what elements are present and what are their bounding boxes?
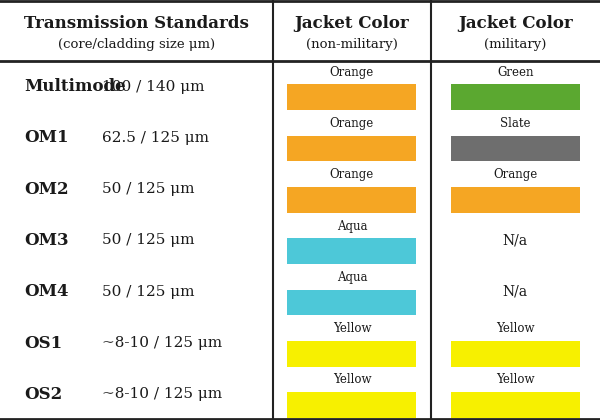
Text: Green: Green (497, 66, 533, 79)
Text: (non-military): (non-military) (306, 38, 398, 50)
Text: 50 / 125 μm: 50 / 125 μm (102, 182, 194, 196)
Text: OM4: OM4 (24, 283, 68, 300)
Text: OM1: OM1 (24, 129, 68, 146)
Text: OS1: OS1 (24, 335, 62, 352)
Text: Jacket Color: Jacket Color (295, 15, 409, 32)
Text: Aqua: Aqua (337, 271, 367, 284)
Bar (287, 84, 416, 110)
Text: N/a: N/a (503, 234, 528, 247)
Bar (451, 341, 580, 367)
Text: 100 / 140 μm: 100 / 140 μm (102, 79, 205, 94)
Text: Yellow: Yellow (332, 373, 371, 386)
Bar (287, 187, 416, 213)
Text: Yellow: Yellow (496, 373, 535, 386)
Bar (287, 136, 416, 161)
Text: Aqua: Aqua (337, 220, 367, 233)
Text: Orange: Orange (330, 117, 374, 130)
Text: Slate: Slate (500, 117, 530, 130)
Text: OM2: OM2 (24, 181, 68, 198)
Text: Transmission Standards: Transmission Standards (24, 15, 249, 32)
Text: Multimode: Multimode (24, 78, 125, 95)
Bar (287, 290, 416, 315)
Text: Orange: Orange (330, 66, 374, 79)
Text: Orange: Orange (493, 168, 538, 181)
Text: Jacket Color: Jacket Color (458, 15, 573, 32)
Text: OM3: OM3 (24, 232, 68, 249)
Text: ~8-10 / 125 μm: ~8-10 / 125 μm (102, 336, 222, 350)
Bar (451, 136, 580, 161)
Text: 62.5 / 125 μm: 62.5 / 125 μm (102, 131, 209, 145)
Text: OS2: OS2 (24, 386, 62, 403)
Bar (287, 341, 416, 367)
Text: (military): (military) (484, 38, 547, 50)
Bar (287, 239, 416, 264)
Text: 50 / 125 μm: 50 / 125 μm (102, 285, 194, 299)
Text: N/a: N/a (503, 285, 528, 299)
Text: Yellow: Yellow (332, 322, 371, 335)
Text: Yellow: Yellow (496, 322, 535, 335)
Text: 50 / 125 μm: 50 / 125 μm (102, 234, 194, 247)
Text: Orange: Orange (330, 168, 374, 181)
Text: ~8-10 / 125 μm: ~8-10 / 125 μm (102, 387, 222, 402)
Bar (451, 392, 580, 418)
Bar (451, 84, 580, 110)
Bar (287, 392, 416, 418)
Bar (451, 187, 580, 213)
Text: (core/cladding size μm): (core/cladding size μm) (58, 38, 215, 50)
